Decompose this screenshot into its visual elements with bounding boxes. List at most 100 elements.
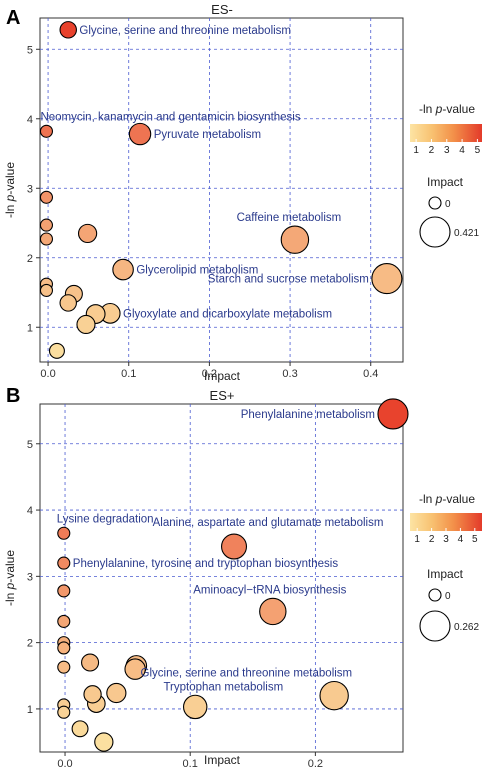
data-point <box>57 584 71 598</box>
y-tick-label: 2 <box>27 253 33 265</box>
colorbar <box>410 513 482 531</box>
size-legend-circle <box>419 216 451 248</box>
y-tick-label: 3 <box>27 183 33 195</box>
data-point <box>57 705 71 719</box>
point-annotation: Neomycin, kanamycin and gentamicin biosy… <box>40 111 300 123</box>
point-annotation: Caffeine metabolism <box>237 212 342 224</box>
chart-title: ES+ <box>210 388 235 403</box>
y-tick-label: 1 <box>27 322 33 334</box>
y-tick-label: 1 <box>27 704 33 716</box>
panel-letter: B <box>6 385 20 407</box>
colorbar-tick-label: 2 <box>429 145 435 156</box>
data-point <box>371 263 403 295</box>
data-point <box>76 314 96 335</box>
data-point <box>83 685 102 704</box>
data-point <box>128 122 152 146</box>
data-point <box>94 732 114 752</box>
plot-area <box>39 17 404 363</box>
data-point <box>124 658 146 680</box>
data-point <box>280 225 310 254</box>
data-point <box>57 641 71 655</box>
data-point <box>57 660 71 674</box>
data-point <box>59 21 77 39</box>
colorbar-tick-label: 1 <box>413 145 419 156</box>
data-point <box>57 526 71 540</box>
size-legend-label: 0 <box>445 591 451 602</box>
point-annotation: Lysine degradation <box>57 513 154 525</box>
colorbar-tick-label: 4 <box>459 145 465 156</box>
colorbar-tick-label: 3 <box>444 145 450 156</box>
x-tick-label: 0.1 <box>121 368 136 380</box>
data-point <box>81 653 100 672</box>
colorbar-tick-label: 1 <box>414 534 420 545</box>
x-tick-label: 0.3 <box>282 368 297 380</box>
y-axis-label: -ln p-value <box>3 162 17 218</box>
colorbar-tick-label: 3 <box>443 534 449 545</box>
point-annotation: Glycine, serine and threonine metabolism <box>79 25 291 37</box>
x-tick-label: 0.1 <box>183 758 198 767</box>
chart-title: ES- <box>211 2 233 17</box>
size-legend-circle <box>428 196 442 210</box>
point-annotation: Glyoxylate and dicarboxylate metabolism <box>123 308 332 320</box>
size-legend-title: Impact <box>427 567 464 581</box>
point-annotation: Phenylalanine metabolism <box>241 409 375 421</box>
y-tick-label: 3 <box>27 571 33 583</box>
panel-letter: A <box>6 7 20 29</box>
data-point <box>71 720 89 738</box>
data-point <box>259 597 287 626</box>
data-point <box>39 124 54 138</box>
x-tick-label: 0.2 <box>202 368 217 380</box>
size-legend-title: Impact <box>427 175 464 189</box>
size-legend-label: 0.421 <box>454 228 479 239</box>
size-legend-circle <box>419 610 451 642</box>
x-tick-label: 0.0 <box>40 368 55 380</box>
point-annotation: Phenylalanine, tyrosine and tryptophan b… <box>73 558 339 570</box>
data-point <box>39 232 54 246</box>
color-legend-title: -ln p-value <box>419 102 475 116</box>
size-legend-circle <box>428 588 442 602</box>
colorbar <box>410 124 482 142</box>
x-tick-label: 0.4 <box>363 368 378 380</box>
x-tick-label: 0.0 <box>57 758 72 767</box>
colorbar-tick-label: 5 <box>475 145 481 156</box>
color-legend-title: -ln p-value <box>419 492 475 506</box>
colorbar-tick-label: 4 <box>458 534 464 545</box>
data-point <box>39 190 54 204</box>
data-point <box>59 294 77 312</box>
colorbar-tick-label: 2 <box>429 534 435 545</box>
size-legend-label: 0.262 <box>454 622 479 633</box>
data-point <box>221 533 248 560</box>
y-axis-label: -ln p-value <box>3 550 17 606</box>
point-annotation: Tryptophan metabolism <box>163 681 283 693</box>
data-point <box>57 556 71 570</box>
data-point <box>319 680 349 711</box>
x-tick-label: 0.2 <box>308 758 323 767</box>
y-tick-label: 4 <box>27 114 33 126</box>
data-point <box>39 283 54 297</box>
point-annotation: Glycine, serine and threonine metabolism <box>141 668 353 680</box>
colorbar-tick-label: 5 <box>472 534 478 545</box>
data-point <box>106 682 127 704</box>
point-annotation: Aminoacyl−tRNA biosynthesis <box>193 584 346 596</box>
x-axis-label: Impact <box>204 369 241 383</box>
y-tick-label: 5 <box>27 44 33 56</box>
data-point <box>112 258 134 281</box>
y-tick-label: 5 <box>27 439 33 451</box>
data-point <box>182 694 208 720</box>
point-annotation: Glycerolipid metabolism <box>136 265 258 277</box>
data-point <box>39 218 54 232</box>
size-legend-label: 0 <box>445 199 451 210</box>
point-annotation: Pyruvate metabolism <box>154 129 261 141</box>
data-point <box>377 398 409 430</box>
y-tick-label: 2 <box>27 638 33 650</box>
point-annotation: Starch and sucrose metabolism <box>208 274 369 286</box>
x-axis-label: Impact <box>204 753 241 767</box>
data-point <box>57 614 71 628</box>
data-point <box>77 223 98 244</box>
y-tick-label: 4 <box>27 505 33 517</box>
point-annotation: Alanine, aspartate and glutamate metabol… <box>153 517 384 529</box>
data-point <box>48 342 65 359</box>
